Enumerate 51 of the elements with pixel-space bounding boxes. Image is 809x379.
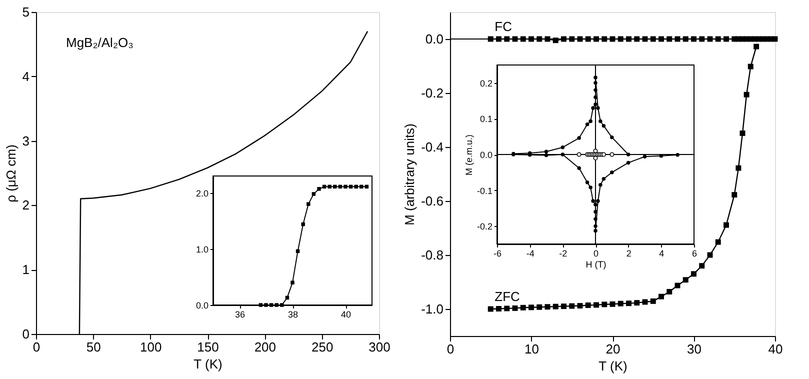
x-tick-label: 300: [368, 340, 390, 354]
x-tick-label: 40: [768, 342, 783, 356]
y-tick-label: -1.0: [421, 302, 444, 316]
x-axis-title: T (K): [194, 356, 222, 372]
y-tick-label: 1.0: [196, 244, 208, 254]
x-axis-title: T (K): [598, 358, 628, 374]
y-tick-label: 1: [22, 262, 30, 278]
x-tick-label: 2: [626, 248, 632, 258]
x-tick-label: -2: [559, 248, 568, 258]
x-tick-label: -6: [493, 248, 502, 258]
y-tick-label: -0.2: [476, 222, 492, 232]
x-tick-label: 38: [288, 310, 298, 320]
y-tick-label: -0.1: [476, 186, 492, 196]
x-tick-label: 0: [32, 340, 40, 354]
x-tick-label: 40: [340, 310, 352, 320]
x-tick-label: 150: [197, 340, 219, 354]
y-tick-label: 0.2: [480, 78, 492, 88]
x-tick-label: 6: [692, 248, 698, 258]
y-tick-label: 0.0: [196, 300, 208, 310]
x-tick-label: 100: [140, 340, 162, 354]
x-tick-label: 200: [254, 340, 276, 354]
x-tick-label: 20: [606, 342, 620, 356]
y-tick-label: 0.1: [480, 114, 492, 124]
y-tick-label: 2.0: [196, 188, 208, 198]
y-tick-label: 4: [22, 68, 30, 84]
y-tick-label: -0.6: [421, 194, 444, 208]
y-axis-title: M (arbitrary units): [402, 124, 418, 226]
x-tick-label: -4: [526, 248, 534, 258]
x-axis-title: H (T): [586, 260, 606, 270]
x-tick-label: 0: [446, 342, 454, 356]
annotation: MgB₂/Al₂O₃: [66, 35, 134, 50]
x-tick-label: 10: [524, 342, 539, 356]
x-tick-label: 50: [86, 340, 101, 354]
x-tick-label: 36: [234, 310, 246, 320]
y-tick-label: 0: [22, 326, 30, 342]
x-tick-label: 30: [687, 342, 702, 356]
y-tick-label: -0.8: [421, 248, 444, 262]
x-tick-label: 0: [593, 248, 599, 258]
series-label: FC: [494, 19, 512, 34]
y-axis-title: M (e.m.u.): [464, 134, 474, 176]
y-tick-label: 0.0: [480, 150, 492, 160]
y-tick-label: -0.2: [421, 86, 444, 100]
y-tick-label: 3: [22, 133, 30, 148]
x-tick-label: 4: [659, 248, 664, 258]
x-tick-label: 250: [311, 340, 334, 354]
series-label: ZFC: [494, 289, 520, 304]
y-tick-label: 2: [22, 198, 30, 213]
y-tick-label: -0.4: [421, 140, 444, 154]
y-tick-label: 5: [22, 4, 30, 20]
y-axis-title: ρ (μΩ cm): [3, 144, 18, 202]
y-tick-label: 0.0: [425, 32, 444, 46]
